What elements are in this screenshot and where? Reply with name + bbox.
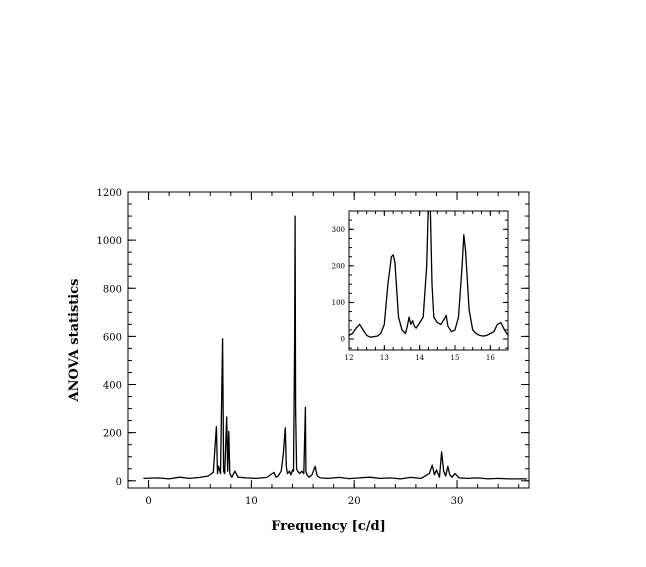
main-x-tick-label: 0 — [145, 496, 151, 507]
inset-x-tick-label: 12 — [345, 354, 354, 362]
inset-x-tick-label: 14 — [415, 354, 424, 362]
main-x-tick-label: 30 — [451, 496, 464, 507]
inset-series-line — [349, 211, 508, 338]
main-y-tick-label: 800 — [103, 284, 122, 295]
main-y-tick-label: 1000 — [97, 236, 122, 247]
inset-x-tick-label: 15 — [451, 354, 460, 362]
main-frame — [127, 191, 530, 489]
main-y-tick-label: 200 — [103, 429, 122, 440]
main-y-tick-label: 400 — [103, 381, 122, 392]
inset-y-tick-label: 300 — [332, 226, 345, 234]
inset-y-tick-label: 100 — [332, 299, 345, 307]
inset-y-tick-label: 0 — [341, 336, 345, 344]
main-x-axis-title: Frequency [c/d] — [271, 519, 385, 534]
inset-frame — [348, 210, 509, 351]
main-y-axis-title: ANOVA statistics — [67, 279, 82, 403]
inset-y-tick-label: 200 — [332, 262, 345, 270]
main-x-tick-label: 20 — [348, 496, 361, 507]
main-x-tick-label: 10 — [245, 496, 258, 507]
main-y-tick-label: 600 — [103, 332, 122, 343]
main-series-line — [143, 215, 527, 480]
inset-x-tick-label: 13 — [380, 354, 389, 362]
inset-plot: 12 13 14 15 16 0 100 200 300 — [332, 210, 509, 362]
inset-x-tick-label: 16 — [486, 354, 495, 362]
main-y-tick-label: 0 — [116, 477, 122, 488]
main-y-tick-label: 1200 — [97, 188, 122, 199]
